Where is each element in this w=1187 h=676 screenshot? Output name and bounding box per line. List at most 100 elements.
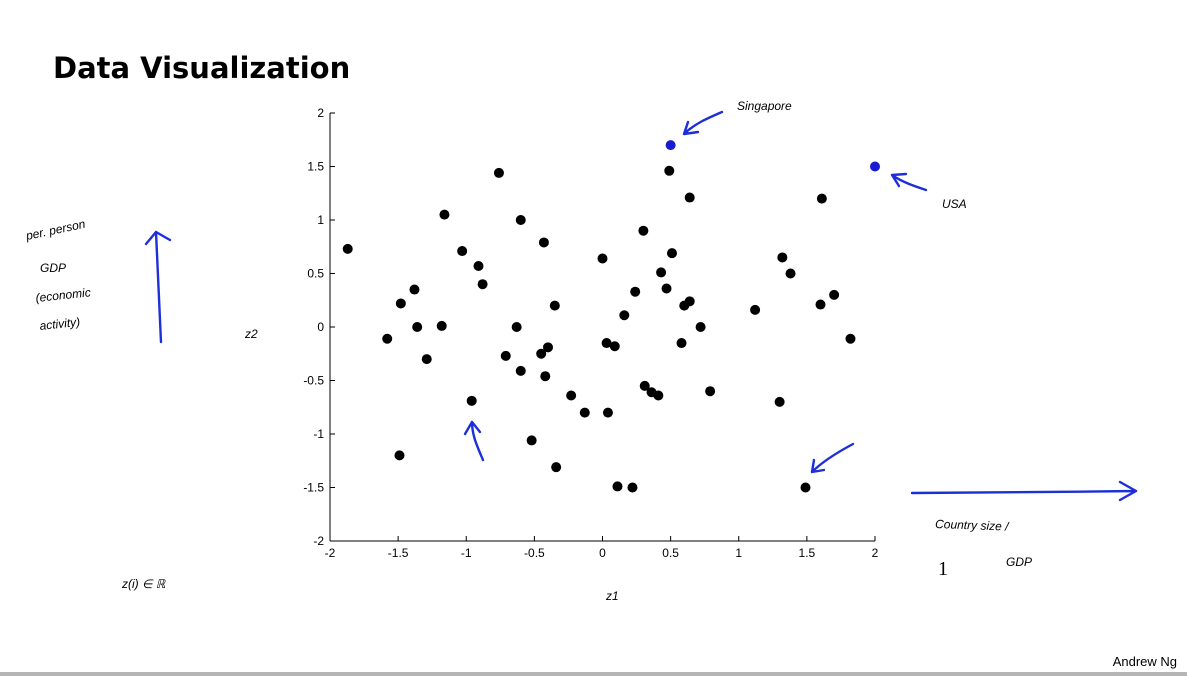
data-point — [439, 209, 450, 220]
data-point — [800, 482, 811, 493]
x-tick-label: 0 — [599, 546, 606, 560]
data-point — [829, 289, 840, 300]
x-tick-label: -1 — [461, 546, 472, 560]
data-point — [695, 322, 706, 332]
data-point — [342, 243, 353, 254]
data-point — [602, 407, 613, 418]
data-point — [815, 299, 826, 310]
data-point — [457, 246, 468, 257]
data-point — [566, 390, 577, 401]
y-tick-label: 0.5 — [307, 267, 324, 281]
data-point — [500, 350, 511, 361]
data-point — [705, 386, 716, 397]
data-point — [409, 284, 420, 295]
slide-number: 1 — [938, 558, 948, 580]
y-tick-label: 1.5 — [307, 160, 324, 174]
data-point — [579, 407, 590, 418]
x-tick-label: -1.5 — [388, 546, 409, 560]
data-point — [777, 252, 788, 263]
lower-right-arrow — [810, 442, 855, 474]
data-point — [526, 435, 537, 446]
x-tick-label: -0.5 — [524, 546, 545, 560]
y-meaning-line-1: per. person — [24, 217, 87, 243]
data-point — [394, 450, 405, 461]
y-tick-label: -1.5 — [303, 481, 324, 495]
data-points — [342, 140, 880, 493]
author-credit: Andrew Ng — [1112, 654, 1177, 669]
data-point — [540, 371, 551, 382]
slide-title: Data Visualization — [53, 51, 351, 80]
data-point — [511, 322, 522, 332]
usa-arrow — [890, 172, 928, 192]
data-point — [543, 342, 553, 353]
data-point — [597, 253, 608, 264]
x-tick-label: 2 — [872, 546, 879, 560]
y-tick-label: -1 — [313, 427, 324, 441]
data-point — [684, 296, 695, 307]
x-tick-label: 1.5 — [799, 546, 816, 560]
data-point — [538, 237, 549, 248]
singapore-label: Singapore — [737, 99, 792, 113]
data-point — [382, 333, 393, 344]
singapore-arrow — [682, 110, 724, 136]
usa-label: USA — [942, 197, 967, 211]
x-tick-label: -2 — [325, 546, 336, 560]
data-point — [750, 304, 761, 315]
data-point — [627, 482, 638, 493]
data-point — [653, 390, 664, 401]
data-point — [661, 283, 672, 294]
data-point — [664, 165, 675, 176]
bottom-rule — [0, 672, 1187, 676]
data-point — [477, 279, 488, 290]
data-point — [816, 193, 827, 204]
data-point — [666, 248, 677, 259]
x-meaning-line-2: GDP — [1006, 555, 1032, 569]
data-point — [493, 167, 504, 178]
y-tick-label: 1 — [317, 213, 324, 227]
data-point — [515, 215, 526, 225]
x-tick-label: 1 — [735, 546, 742, 560]
data-point — [612, 481, 623, 492]
data-point — [609, 341, 620, 352]
data-point — [551, 462, 562, 473]
x-tick-label: 0.5 — [662, 546, 679, 560]
data-point — [412, 322, 423, 332]
data-point — [601, 338, 612, 349]
data-point — [656, 267, 667, 278]
vertical-axis-arrow — [144, 230, 172, 344]
ink-annotations: Singapore USA per. person GDP (economic … — [24, 99, 1138, 603]
data-point — [639, 380, 650, 391]
data-point — [436, 320, 447, 331]
z-membership-label: z(i) ∈ ℝ — [121, 577, 166, 591]
data-point — [774, 396, 785, 407]
data-point — [515, 365, 526, 376]
highlighted-data-point — [665, 140, 676, 151]
plot-axes — [329, 113, 875, 542]
y-tick-label: 2 — [317, 106, 324, 120]
data-point — [638, 225, 649, 236]
y-axis-ticks: -2 -1.5 -1 -0.5 0 0.5 1 1.5 2 — [303, 106, 335, 548]
data-point — [395, 298, 406, 309]
data-point — [549, 300, 560, 311]
data-point — [785, 268, 796, 279]
y-tick-label: -2 — [313, 534, 324, 548]
data-point — [466, 395, 477, 406]
y-axis-label: z2 — [244, 327, 258, 341]
data-point — [845, 333, 856, 344]
highlighted-data-point — [870, 161, 880, 172]
y-meaning-line-2: GDP — [40, 261, 66, 275]
lower-left-arrow — [463, 420, 485, 462]
data-point — [619, 310, 630, 321]
data-point — [630, 286, 641, 297]
data-point — [676, 338, 687, 349]
y-tick-label: 0 — [317, 320, 324, 334]
data-point — [536, 348, 547, 359]
x-axis-ticks: -2 -1.5 -1 -0.5 0 0.5 1 1.5 2 — [325, 536, 879, 560]
data-point — [421, 354, 432, 365]
x-axis-label: z1 — [605, 589, 619, 603]
data-point — [473, 261, 484, 272]
horizontal-axis-arrow — [910, 480, 1138, 502]
x-meaning-line-1: Country size / — [935, 517, 1010, 534]
data-point — [684, 192, 695, 203]
